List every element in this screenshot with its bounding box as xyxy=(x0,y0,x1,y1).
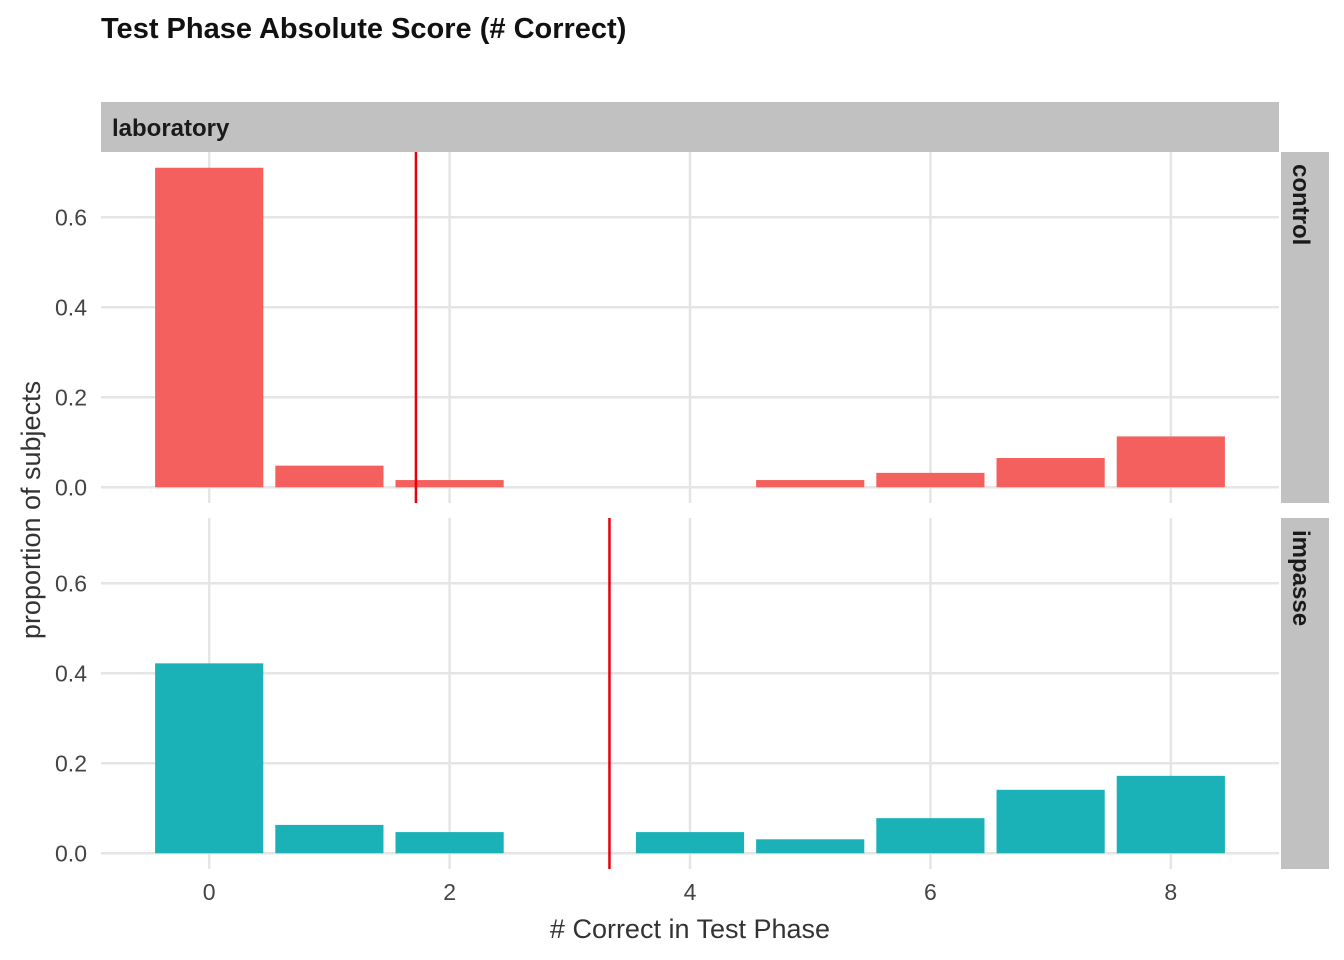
bar-impasse-4 xyxy=(635,832,745,854)
column-strip-background xyxy=(101,102,1279,152)
bar-control-5 xyxy=(756,480,865,488)
bar-control-0 xyxy=(155,167,264,488)
x-tick-label: 4 xyxy=(684,879,697,905)
y-tick-label: 0.0 xyxy=(55,840,87,866)
bar-impasse-6 xyxy=(876,818,985,854)
x-tick-label: 8 xyxy=(1164,879,1177,905)
x-axis-ticks: 0 2 4 6 8 xyxy=(203,879,1177,905)
bar-impasse-7 xyxy=(996,789,1105,854)
x-tick-label: 0 xyxy=(203,879,216,905)
bar-impasse-2 xyxy=(395,832,504,854)
x-axis-title: # Correct in Test Phase xyxy=(550,914,830,944)
bar-control-1 xyxy=(275,465,384,488)
row-strip-impasse xyxy=(1281,518,1329,869)
bar-impasse-8 xyxy=(1116,775,1225,854)
x-tick-label: 6 xyxy=(924,879,937,905)
facet-panels: 0.0 0.2 0.4 0.6 control 0.0 0.2 0.4 0.6 impasse xyxy=(55,152,1329,869)
y-tick-label: 0.4 xyxy=(55,294,87,320)
y-tick-label: 0.0 xyxy=(55,474,87,500)
bar-control-8 xyxy=(1116,436,1225,488)
y-tick-label: 0.2 xyxy=(55,750,87,776)
panel-control: 0.0 0.2 0.4 0.6 control xyxy=(55,152,1329,503)
y-tick-label: 0.6 xyxy=(55,570,87,596)
row-strip-label-control: control xyxy=(1287,164,1314,245)
row-strip-control xyxy=(1281,152,1329,503)
column-facet-strip: laboratory xyxy=(101,102,1279,152)
bar-impasse-5 xyxy=(756,839,865,854)
bar-impasse-1 xyxy=(275,824,384,854)
panel-impasse: 0.0 0.2 0.4 0.6 impasse xyxy=(55,518,1329,869)
chart-title: Test Phase Absolute Score (# Correct) xyxy=(101,13,626,45)
y-tick-label: 0.2 xyxy=(55,384,87,410)
y-tick-label: 0.6 xyxy=(55,204,87,230)
x-tick-label: 2 xyxy=(443,879,456,905)
y-tick-label: 0.4 xyxy=(55,660,87,686)
bar-control-2 xyxy=(395,480,504,488)
y-axis-title: proportion of subjects xyxy=(16,381,46,639)
row-strip-label-impasse: impasse xyxy=(1287,530,1314,626)
bar-control-6 xyxy=(876,472,985,488)
bar-control-7 xyxy=(996,458,1105,488)
bar-impasse-0 xyxy=(155,663,264,854)
column-strip-label: laboratory xyxy=(112,115,230,142)
